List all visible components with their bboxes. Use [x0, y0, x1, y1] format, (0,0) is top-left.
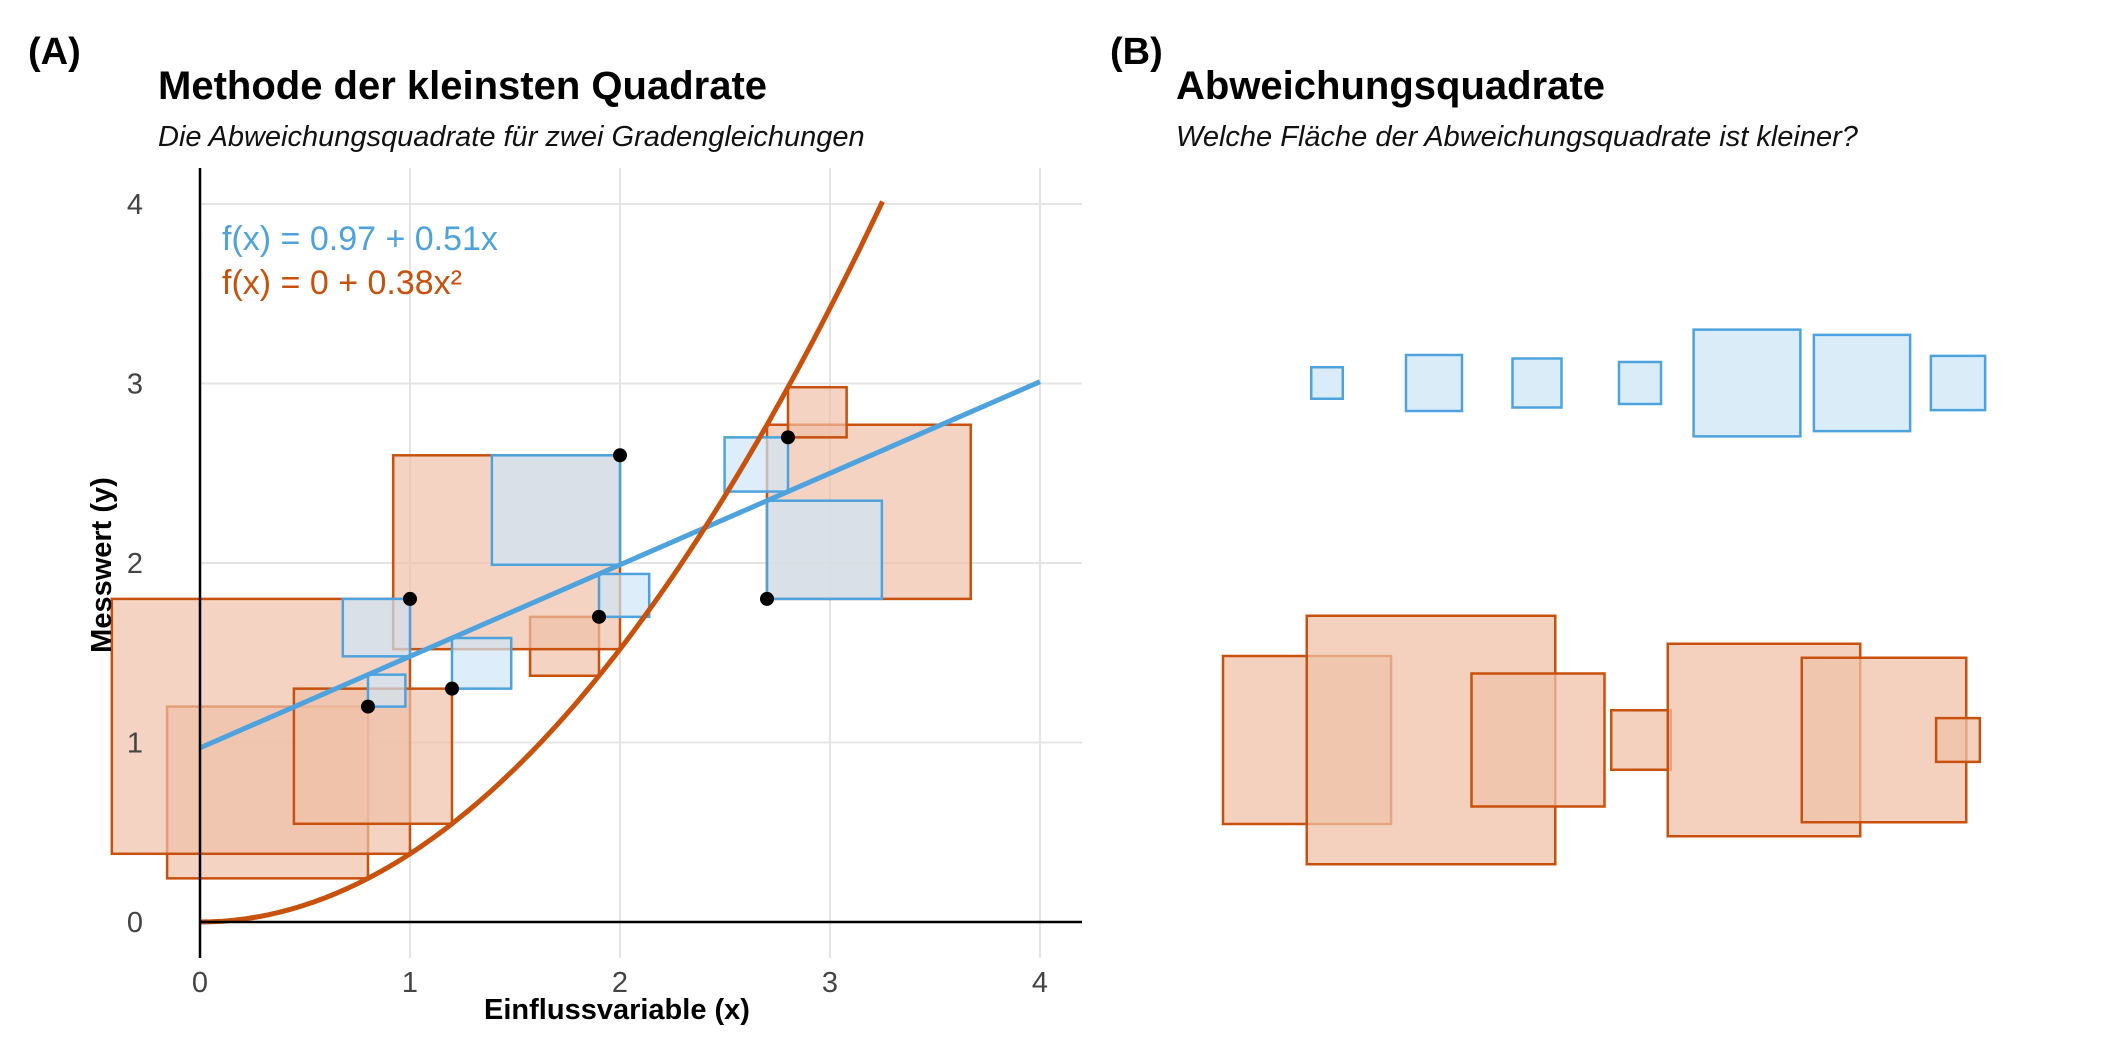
x-tick-label: 3: [822, 967, 838, 999]
deviation-square-linear: [1617, 360, 1663, 406]
panel-b-subtitle: Welche Fläche der Abweichungsquadrate is…: [1176, 121, 1859, 153]
panel-a-subtitle: Die Abweichungsquadrate für zwei Gradeng…: [158, 121, 865, 153]
x-tick-label: 4: [1032, 967, 1048, 999]
data-point: [613, 448, 627, 463]
residual-square-linear: [765, 499, 884, 601]
data-point: [592, 609, 606, 624]
residual-square-linear: [597, 572, 651, 619]
panel-b-title: Abweichungsquadrate: [1176, 64, 1605, 108]
x-tick-label: 0: [192, 967, 208, 999]
deviation-square-linear: [1929, 354, 1987, 412]
x-tick-label: 1: [402, 967, 418, 999]
x-axis-title: Einflussvariable (x): [484, 994, 750, 1026]
legend-quadratic-equation: f(x) = 0 + 0.38x²: [222, 264, 462, 302]
x-tick-label: 2: [612, 967, 628, 999]
y-tick-label: 4: [127, 189, 143, 221]
deviation-square-quadratic: [1934, 716, 1982, 764]
panel-a-tag: (A): [28, 31, 81, 73]
y-tick-label: 1: [127, 728, 143, 760]
data-points: [361, 430, 795, 714]
data-point: [760, 591, 774, 606]
tick-labels: 0 1 2 3 4 0 1 2 3 4: [127, 189, 1048, 999]
y-tick-label: 0: [127, 907, 143, 939]
deviation-square-quadratic: [1610, 709, 1672, 771]
y-axis-title: Messwert (y): [86, 477, 118, 653]
data-point: [403, 591, 417, 606]
data-point: [361, 699, 375, 714]
residual-square-quadratic: [786, 385, 848, 439]
deviation-square-linear: [1310, 366, 1344, 400]
residual-squares: [110, 385, 972, 880]
linear-fit-line: [199, 379, 1041, 751]
deviation-square-linear: [1812, 333, 1912, 433]
deviation-square-linear: [1404, 353, 1464, 413]
legend-linear-equation: f(x) = 0.97 + 0.51x: [222, 220, 498, 258]
fit-lines: [199, 200, 1041, 925]
quadratic-fit-curve: [199, 200, 885, 925]
deviation-square-quadratic: [1470, 672, 1606, 808]
residual-square-linear: [490, 454, 622, 567]
deviation-square-linear: [1692, 328, 1802, 438]
residual-square-linear: [366, 673, 407, 708]
data-point: [445, 681, 459, 696]
panel-a-title: Methode der kleinsten Quadrate: [158, 64, 767, 108]
deviation-square-linear: [1511, 357, 1563, 409]
residual-square-quadratic: [292, 687, 454, 826]
residual-square-linear: [341, 597, 412, 658]
data-point: [781, 430, 795, 445]
residual-square-linear: [450, 636, 513, 690]
y-tick-label: 2: [127, 548, 143, 580]
axes: [198, 168, 1082, 958]
panel-a-plot: 0 1 2 3 4 0 1 2 3 4: [110, 168, 1082, 999]
y-tick-label: 3: [127, 369, 143, 401]
panel-b-squares: [1221, 328, 1987, 866]
panel-b-tag: (B): [1110, 31, 1163, 73]
